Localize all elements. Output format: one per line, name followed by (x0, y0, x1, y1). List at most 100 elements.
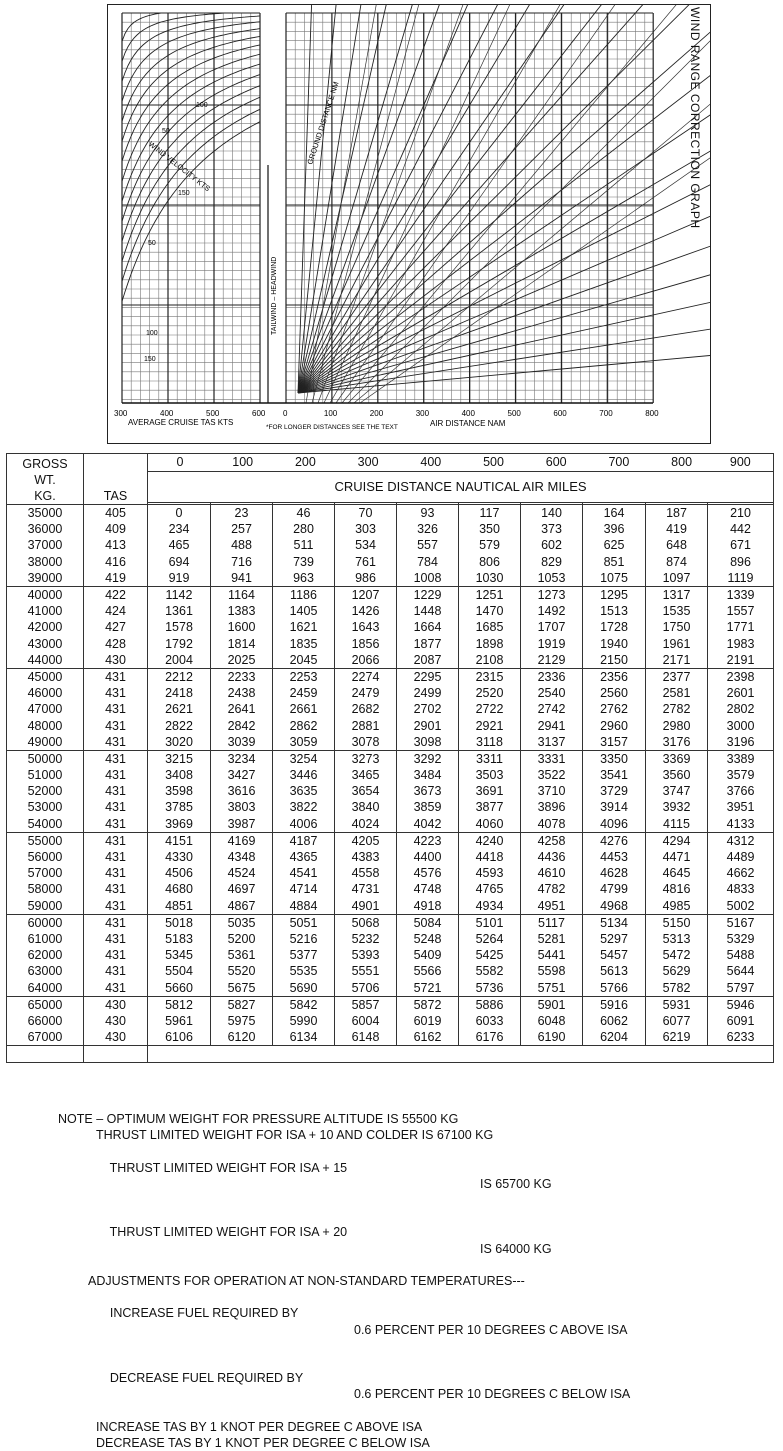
distance-cell: 5946 (706, 996, 775, 1013)
note-decrease-fuel-label: DECREASE FUEL REQUIRED BY (109, 1371, 304, 1386)
distance-cell: 4748 (396, 881, 459, 898)
distance-cell: 3691 (458, 783, 521, 800)
distance-cell: 6062 (582, 1012, 646, 1029)
distance-tick-label: 400 (420, 455, 442, 469)
distance-cell: 4205 (334, 832, 397, 849)
gross-weight-cell: 36000 (6, 521, 84, 538)
distance-cell: 5872 (396, 996, 459, 1013)
gross-weight-cell: 61000 (6, 930, 84, 948)
distance-cell: 829 (520, 553, 583, 570)
distance-cell: 2191 (706, 651, 775, 669)
distance-cell: 1075 (582, 569, 646, 587)
distance-cell: 5425 (458, 947, 521, 964)
distance-cell: 4610 (520, 865, 583, 882)
distance-cell: 2560 (582, 685, 646, 702)
left-axis-label: AVERAGE CRUISE TAS KTS (128, 418, 233, 427)
wind-value-label: 50 (148, 240, 156, 247)
ground-distance-line (297, 5, 644, 394)
distance-cell: 2438 (210, 685, 273, 702)
distance-cell: 1142 (147, 586, 211, 604)
right-axis-tick: 0 (283, 409, 288, 418)
gross-weight-cell: 57000 (6, 865, 84, 882)
distance-cell: 784 (396, 553, 459, 570)
distance-cell: 3118 (458, 733, 521, 751)
distance-cell: 70 (334, 504, 397, 522)
distance-cell: 3877 (458, 799, 521, 816)
distance-cell: 2233 (210, 668, 273, 686)
table-row: 50000 431 3215 3234 3254 3273 3292 3311 3331 3350… (6, 750, 775, 767)
distance-cell: 4576 (396, 865, 459, 882)
distance-cell: 465 (147, 537, 211, 554)
distance-cell: 4714 (272, 881, 335, 898)
right-axis-tick: 500 (508, 409, 522, 418)
distance-cell: 2499 (396, 685, 459, 702)
ground-distance-line (297, 245, 710, 394)
tas-cell: 431 (83, 930, 148, 948)
distance-cell: 3427 (210, 767, 273, 784)
gross-weight-cell: 67000 (6, 1029, 84, 1047)
ground-distance-line (297, 114, 710, 394)
distance-cell: 5134 (582, 914, 646, 931)
tas-cell: 431 (83, 897, 148, 915)
distance-cell: 5916 (582, 996, 646, 1013)
table-row: 60000 431 5018 5035 5051 5068 5084 5101 5117 5134… (6, 914, 775, 931)
distance-cell: 3840 (334, 799, 397, 816)
distance-tick-label: 700 (608, 455, 630, 469)
distance-cell: 303 (334, 521, 397, 538)
distance-cell: 2980 (645, 717, 708, 734)
note-thrust-isa15-value: IS 65700 KG (480, 1176, 552, 1191)
distance-cell: 4541 (272, 865, 335, 882)
distance-cell: 419 (645, 521, 708, 538)
distance-cell: 0 (147, 504, 211, 522)
distance-cell: 5975 (210, 1012, 273, 1029)
table-row: 67000 430 6106 6120 6134 6148 6162 6176 6190 6204… (6, 1029, 775, 1047)
distance-cell: 3560 (645, 767, 708, 784)
distance-tick-label: 200 (294, 455, 316, 469)
distance-cell: 1877 (396, 635, 459, 652)
ground-distance-line (311, 5, 420, 404)
gross-weight-cell: 63000 (6, 963, 84, 980)
distance-cell: 1008 (396, 569, 459, 587)
distance-tick-label: 0 (176, 455, 184, 469)
distance-cell: 3098 (396, 733, 459, 751)
distance-cell: 23 (210, 504, 273, 522)
distance-tick-label: 600 (545, 455, 567, 469)
distance-cell: 4918 (396, 897, 459, 915)
distance-cell: 2108 (458, 651, 521, 669)
ground-distance-line (353, 103, 710, 404)
distance-cell: 140 (520, 504, 583, 522)
distance-cell: 761 (334, 553, 397, 570)
distance-cell: 2459 (272, 685, 335, 702)
distance-cell: 4851 (147, 897, 211, 915)
tas-header-top (83, 453, 148, 472)
distance-cell: 3579 (706, 767, 775, 784)
wind-curve (121, 44, 261, 162)
table-row: 39000 419 919 941 963 986 1008 1030 1053 1075 1097… (6, 569, 775, 587)
distance-cell: 4680 (147, 881, 211, 898)
gross-weight-cell: 40000 (6, 586, 84, 604)
tas-cell: 430 (83, 1029, 148, 1047)
distance-cell: 3059 (272, 733, 335, 751)
empty-cell (146, 1045, 775, 1064)
ground-distance-lines (297, 5, 710, 404)
distance-cell: 2129 (520, 651, 583, 669)
distance-cell: 5827 (210, 996, 273, 1013)
distance-cell: 1750 (645, 619, 708, 636)
wind-curve (121, 15, 261, 82)
distance-cell: 4968 (582, 897, 646, 915)
table-row: 64000 431 5660 5675 5690 5706 5721 5736 5751 5766… (6, 979, 775, 997)
distance-cell: 6190 (520, 1029, 583, 1047)
distance-cell: 1940 (582, 635, 646, 652)
distance-cell: 4383 (334, 848, 397, 866)
distance-cell: 5216 (272, 930, 335, 948)
distance-tick-label: 300 (357, 455, 379, 469)
ground-distance-line (347, 40, 710, 404)
note-optimum-weight: NOTE – OPTIMUM WEIGHT FOR PRESSURE ALTIT… (58, 1112, 459, 1126)
note-adjustments: ADJUSTMENTS FOR OPERATION AT NON-STANDAR… (88, 1274, 525, 1289)
distance-cell: 579 (458, 537, 521, 554)
distance-cell: 5084 (396, 914, 459, 931)
distance-cell: 3822 (272, 799, 335, 816)
tas-cell: 424 (83, 603, 148, 620)
distance-cell: 3729 (582, 783, 646, 800)
table-row: 57000 431 4506 4524 4541 4558 4576 4593 4610 4628… (6, 865, 775, 882)
